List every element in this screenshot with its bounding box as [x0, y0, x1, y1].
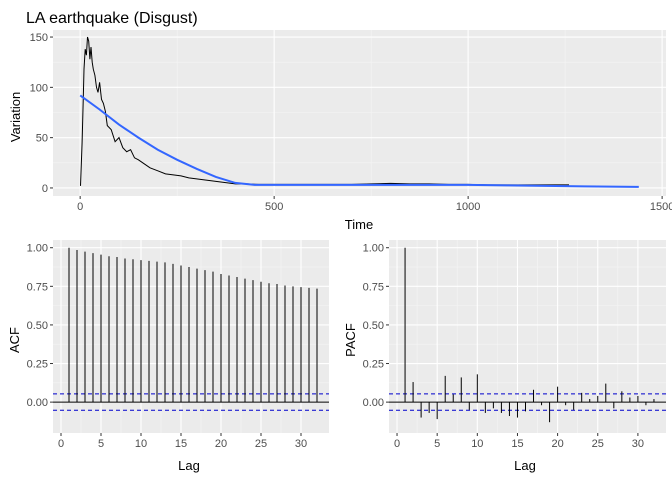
pacf-panel: 0 5 10 15 20 25 30 0.00 0.25 0.50 0.75 1.00 — [363, 240, 666, 450]
x-tick-label: 25 — [255, 438, 267, 450]
acf-y-axis-label: ACF — [7, 327, 22, 353]
y-tick-label: 150 — [30, 32, 48, 44]
y-tick-label: 0.50 — [363, 320, 384, 332]
x-tick-label: 15 — [511, 438, 523, 450]
x-tick-label: 500 — [265, 201, 283, 213]
y-tick-label: 0.25 — [27, 359, 48, 371]
y-tick-label: 0.75 — [27, 281, 48, 293]
y-tick-label: 0.50 — [27, 320, 48, 332]
timeseries-panel: 0 500 1000 1500 0 50 100 150 — [30, 30, 672, 213]
y-tick-label: 0.00 — [363, 397, 384, 409]
pacf-x-axis-label: Lag — [514, 458, 536, 473]
x-tick-label: 0 — [77, 201, 83, 213]
y-tick-label: 0.00 — [27, 397, 48, 409]
y-tick-label: 0 — [42, 183, 48, 195]
acf-x-axis-label: Lag — [178, 458, 200, 473]
y-tick-label: 0.25 — [363, 359, 384, 371]
x-tick-label: 1000 — [456, 201, 480, 213]
x-tick-label: 10 — [135, 438, 147, 450]
x-tick-label: 20 — [215, 438, 227, 450]
y-tick-label: 1.00 — [27, 243, 48, 255]
x-tick-label: 30 — [632, 438, 644, 450]
panel-background — [53, 240, 329, 433]
x-tick-label: 1500 — [650, 201, 672, 213]
timeseries-y-axis-label: Variation — [8, 92, 23, 142]
x-tick-label: 10 — [471, 438, 483, 450]
x-tick-label: 0 — [58, 438, 64, 450]
smooth-trend-line — [79, 94, 639, 188]
pacf-y-axis-label: PACF — [343, 323, 358, 357]
acf-panel: 0 5 10 15 20 25 30 0.00 0.25 0.50 0.75 1.00 — [27, 240, 329, 450]
y-tick-label: 100 — [30, 82, 48, 94]
panel-background — [53, 30, 666, 196]
x-tick-label: 5 — [434, 438, 440, 450]
x-tick-label: 0 — [394, 438, 400, 450]
x-tick-label: 5 — [98, 438, 104, 450]
y-tick-label: 1.00 — [363, 243, 384, 255]
y-tick-label: 0.75 — [363, 281, 384, 293]
x-tick-label: 15 — [175, 438, 187, 450]
panel-background — [389, 240, 666, 433]
timeseries-x-axis-label: Time — [345, 217, 373, 232]
chart-title: LA earthquake (Disgust) — [26, 10, 198, 27]
x-tick-label: 20 — [551, 438, 563, 450]
x-tick-label: 25 — [592, 438, 604, 450]
y-tick-label: 50 — [36, 133, 48, 145]
raw-series-line — [80, 36, 569, 186]
x-tick-label: 30 — [295, 438, 307, 450]
